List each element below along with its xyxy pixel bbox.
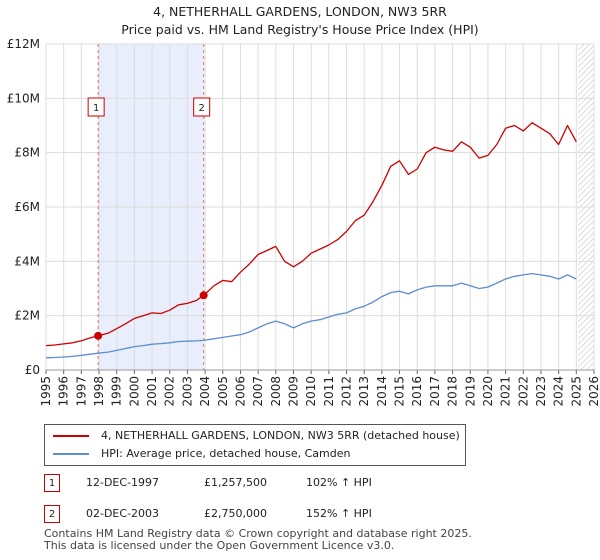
legend-label-property: 4, NETHERHALL GARDENS, LONDON, NW3 5RR (… [101,429,460,442]
legend-label-hpi: HPI: Average price, detached house, Camd… [101,447,350,460]
x-tick-label: 2001 [145,376,159,407]
x-tick-label: 2024 [552,376,566,407]
y-tick-label: £10M [7,91,40,105]
transaction-price: £2,750,000 [204,505,267,523]
x-tick-label: 2012 [340,376,354,407]
x-tick-label: 1999 [110,376,124,407]
transaction-label: 2 [198,103,204,114]
x-tick-label: 2020 [481,376,495,407]
x-tick-label: 2016 [410,376,424,407]
legend: 4, NETHERHALL GARDENS, LONDON, NW3 5RR (… [44,424,466,466]
x-tick-label: 2013 [357,376,371,407]
x-tick-label: 2005 [216,376,230,407]
x-tick-label: 1995 [39,376,53,407]
y-tick-label: £6M [14,200,40,214]
transaction-date: 02-DEC-2003 [86,505,159,523]
x-tick-label: 2018 [446,376,460,407]
x-tick-label: 2000 [127,376,141,407]
y-tick-label: £8M [14,146,40,160]
x-tick-label: 2021 [499,376,513,407]
transaction-number: 2 [44,505,60,523]
x-tick-label: 2025 [569,376,583,407]
transaction-point [200,291,208,299]
transaction-point [94,332,102,340]
x-tick-label: 1998 [92,376,106,407]
y-tick-label: £4M [14,254,40,268]
legend-item-property: 4, NETHERHALL GARDENS, LONDON, NW3 5RR (… [53,427,460,445]
x-tick-label: 2026 [587,376,600,407]
x-tick-label: 2008 [269,376,283,407]
x-tick-label: 2002 [163,376,177,407]
x-tick-label: 2007 [251,376,265,407]
transaction-price: £1,257,500 [204,474,267,492]
x-tick-label: 2003 [180,376,194,407]
price-chart: 1 2 £0 £2M £4M £6M £8M £10M £12M 1995 1996 1997 199… [0,0,600,420]
x-tick-label: 2022 [516,376,530,407]
y-tick-label: £0 [25,363,40,377]
transaction-label: 1 [93,103,99,114]
x-tick-label: 2023 [534,376,548,407]
legend-item-hpi: HPI: Average price, detached house, Camd… [53,445,350,463]
legend-swatch-property [53,435,89,437]
legend-swatch-hpi [53,453,89,455]
x-tick-label: 2009 [286,376,300,407]
x-tick-label: 2019 [463,376,477,407]
transaction-hpi-change: 102% ↑ HPI [306,474,372,492]
y-tick-label: £2M [14,309,40,323]
x-tick-label: 1997 [74,376,88,407]
y-tick-label: £12M [7,37,40,51]
x-tick-label: 2010 [304,376,318,407]
transaction-date: 12-DEC-1997 [86,474,159,492]
x-tick-label: 2017 [428,376,442,407]
footer-licence: This data is licensed under the Open Gov… [44,540,472,552]
x-tick-label: 2011 [322,376,336,407]
transaction-hpi-change: 152% ↑ HPI [306,505,372,523]
x-tick-label: 2004 [198,376,212,407]
x-tick-label: 2014 [375,376,389,407]
x-tick-label: 1996 [57,376,71,407]
transaction-number: 1 [44,474,60,492]
footer: Contains HM Land Registry data © Crown c… [44,528,472,552]
x-tick-label: 2015 [393,376,407,407]
x-tick-label: 2006 [233,376,247,407]
